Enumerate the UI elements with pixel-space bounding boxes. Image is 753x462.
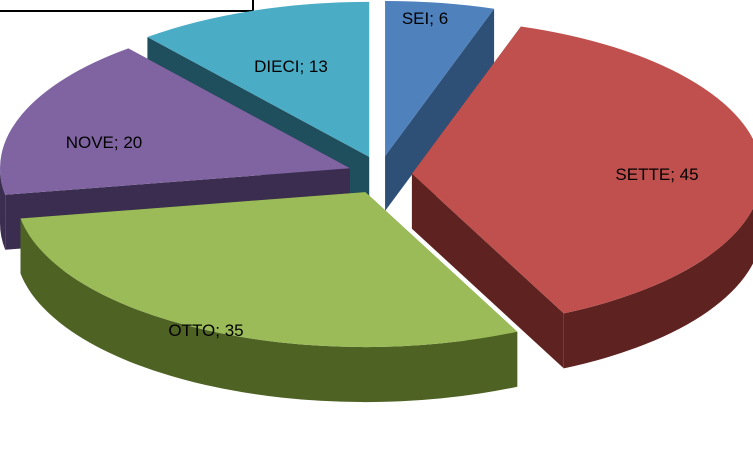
- slice-otto: [20, 192, 518, 348]
- slice-side-nove: [0, 168, 6, 250]
- slice-dieci: [147, 1, 370, 157]
- legend-box: [0, 0, 254, 12]
- pie-labels: SEI; 6 SETTE; 45 OTTO; 35 NOVE; 20 DIECI…: [66, 9, 699, 340]
- slice-cut-face-sette-1: [411, 173, 564, 369]
- data-label-nove: NOVE; 20: [66, 133, 143, 152]
- data-label-sette: SETTE; 45: [615, 165, 698, 184]
- data-label-otto: OTTO; 35: [168, 321, 243, 340]
- slice-nove: [0, 48, 351, 195]
- slice-side-otto: [20, 218, 518, 403]
- slice-sei: [385, 1, 495, 157]
- slice-side-sette: [563, 208, 753, 369]
- data-label-sei: SEI; 6: [402, 9, 448, 28]
- slice-cut-face-sei-1: [385, 8, 495, 212]
- pie-tops: [0, 1, 753, 348]
- slice-sette: [411, 26, 753, 314]
- data-label-dieci: DIECI; 13: [254, 57, 328, 76]
